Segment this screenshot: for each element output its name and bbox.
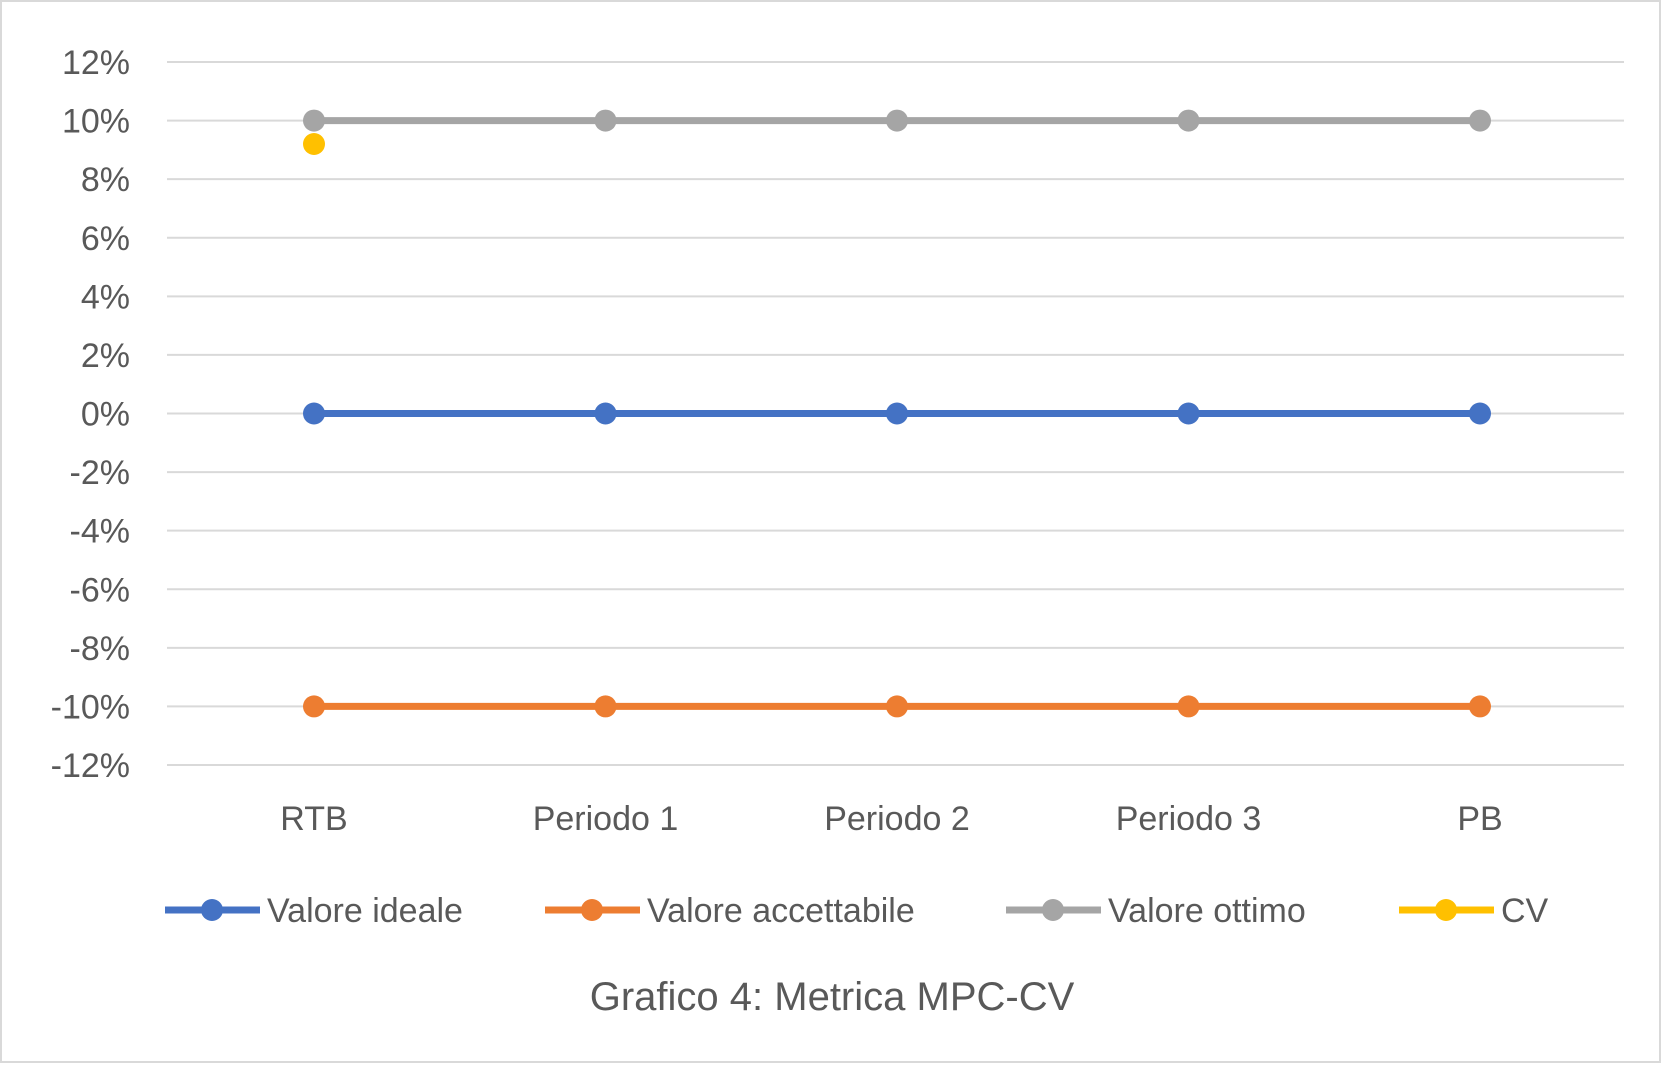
data-point bbox=[1177, 695, 1200, 718]
y-tick-label: 4% bbox=[81, 278, 130, 316]
data-point bbox=[303, 695, 325, 718]
y-axis-tick-labels: 12% 10% 8% 6% 4% 2% 0% -2% -4% -6% -8% -10% -12% bbox=[51, 44, 130, 785]
series-cv bbox=[303, 133, 325, 156]
series-valore-ideale bbox=[303, 402, 1491, 425]
data-point bbox=[303, 109, 325, 132]
data-point bbox=[1469, 109, 1491, 132]
y-tick-label: -6% bbox=[70, 571, 130, 609]
data-point bbox=[1469, 695, 1491, 718]
data-point bbox=[594, 402, 617, 425]
legend-label: Valore ottimo bbox=[1108, 892, 1306, 930]
legend-item: Valore ottimo bbox=[1006, 892, 1306, 930]
y-tick-label: 0% bbox=[81, 396, 130, 434]
y-tick-label: 8% bbox=[81, 161, 130, 199]
data-point bbox=[594, 695, 617, 718]
data-point bbox=[886, 109, 908, 132]
legend-item: Valore ideale bbox=[165, 892, 463, 930]
data-point bbox=[1177, 109, 1200, 132]
data-point bbox=[303, 402, 325, 425]
y-tick-label: -2% bbox=[70, 454, 130, 492]
legend-marker-swatch bbox=[581, 899, 603, 921]
series-valore-accettabile bbox=[303, 695, 1491, 718]
data-series bbox=[303, 109, 1491, 718]
x-tick-label: Periodo 1 bbox=[533, 800, 679, 838]
y-tick-label: 6% bbox=[81, 220, 130, 258]
y-tick-label: -4% bbox=[70, 513, 130, 551]
data-point bbox=[1469, 402, 1491, 425]
y-tick-label: -12% bbox=[51, 747, 130, 785]
data-point bbox=[594, 109, 617, 132]
data-point bbox=[1177, 402, 1200, 425]
legend-item: CV bbox=[1399, 892, 1549, 930]
y-tick-label: -10% bbox=[51, 688, 130, 726]
data-point bbox=[886, 402, 908, 425]
legend-marker-swatch bbox=[201, 899, 223, 921]
legend-label: Valore accettabile bbox=[647, 892, 915, 930]
x-tick-label: Periodo 2 bbox=[824, 800, 970, 838]
y-tick-label: 10% bbox=[62, 103, 130, 141]
x-tick-label: RTB bbox=[280, 800, 347, 838]
legend-item: Valore accettabile bbox=[545, 892, 915, 930]
y-tick-label: -8% bbox=[70, 630, 130, 668]
x-axis-tick-labels: RTB Periodo 1 Periodo 2 Periodo 3 PB bbox=[280, 800, 1502, 838]
data-point bbox=[886, 695, 908, 718]
y-tick-label: 2% bbox=[81, 337, 130, 375]
y-tick-label: 12% bbox=[62, 44, 130, 82]
legend-marker-swatch bbox=[1042, 899, 1064, 921]
legend-label: CV bbox=[1501, 892, 1549, 930]
x-tick-label: PB bbox=[1457, 800, 1502, 838]
legend-label: Valore ideale bbox=[267, 892, 463, 930]
legend: Valore ideale Valore accettabile Valore ot… bbox=[165, 892, 1549, 930]
data-point bbox=[303, 133, 325, 156]
series-valore-ottimo bbox=[303, 109, 1491, 132]
x-tick-label: Periodo 3 bbox=[1116, 800, 1262, 838]
chart-caption: Grafico 4: Metrica MPC-CV bbox=[590, 975, 1075, 1019]
legend-marker-swatch bbox=[1435, 899, 1457, 921]
